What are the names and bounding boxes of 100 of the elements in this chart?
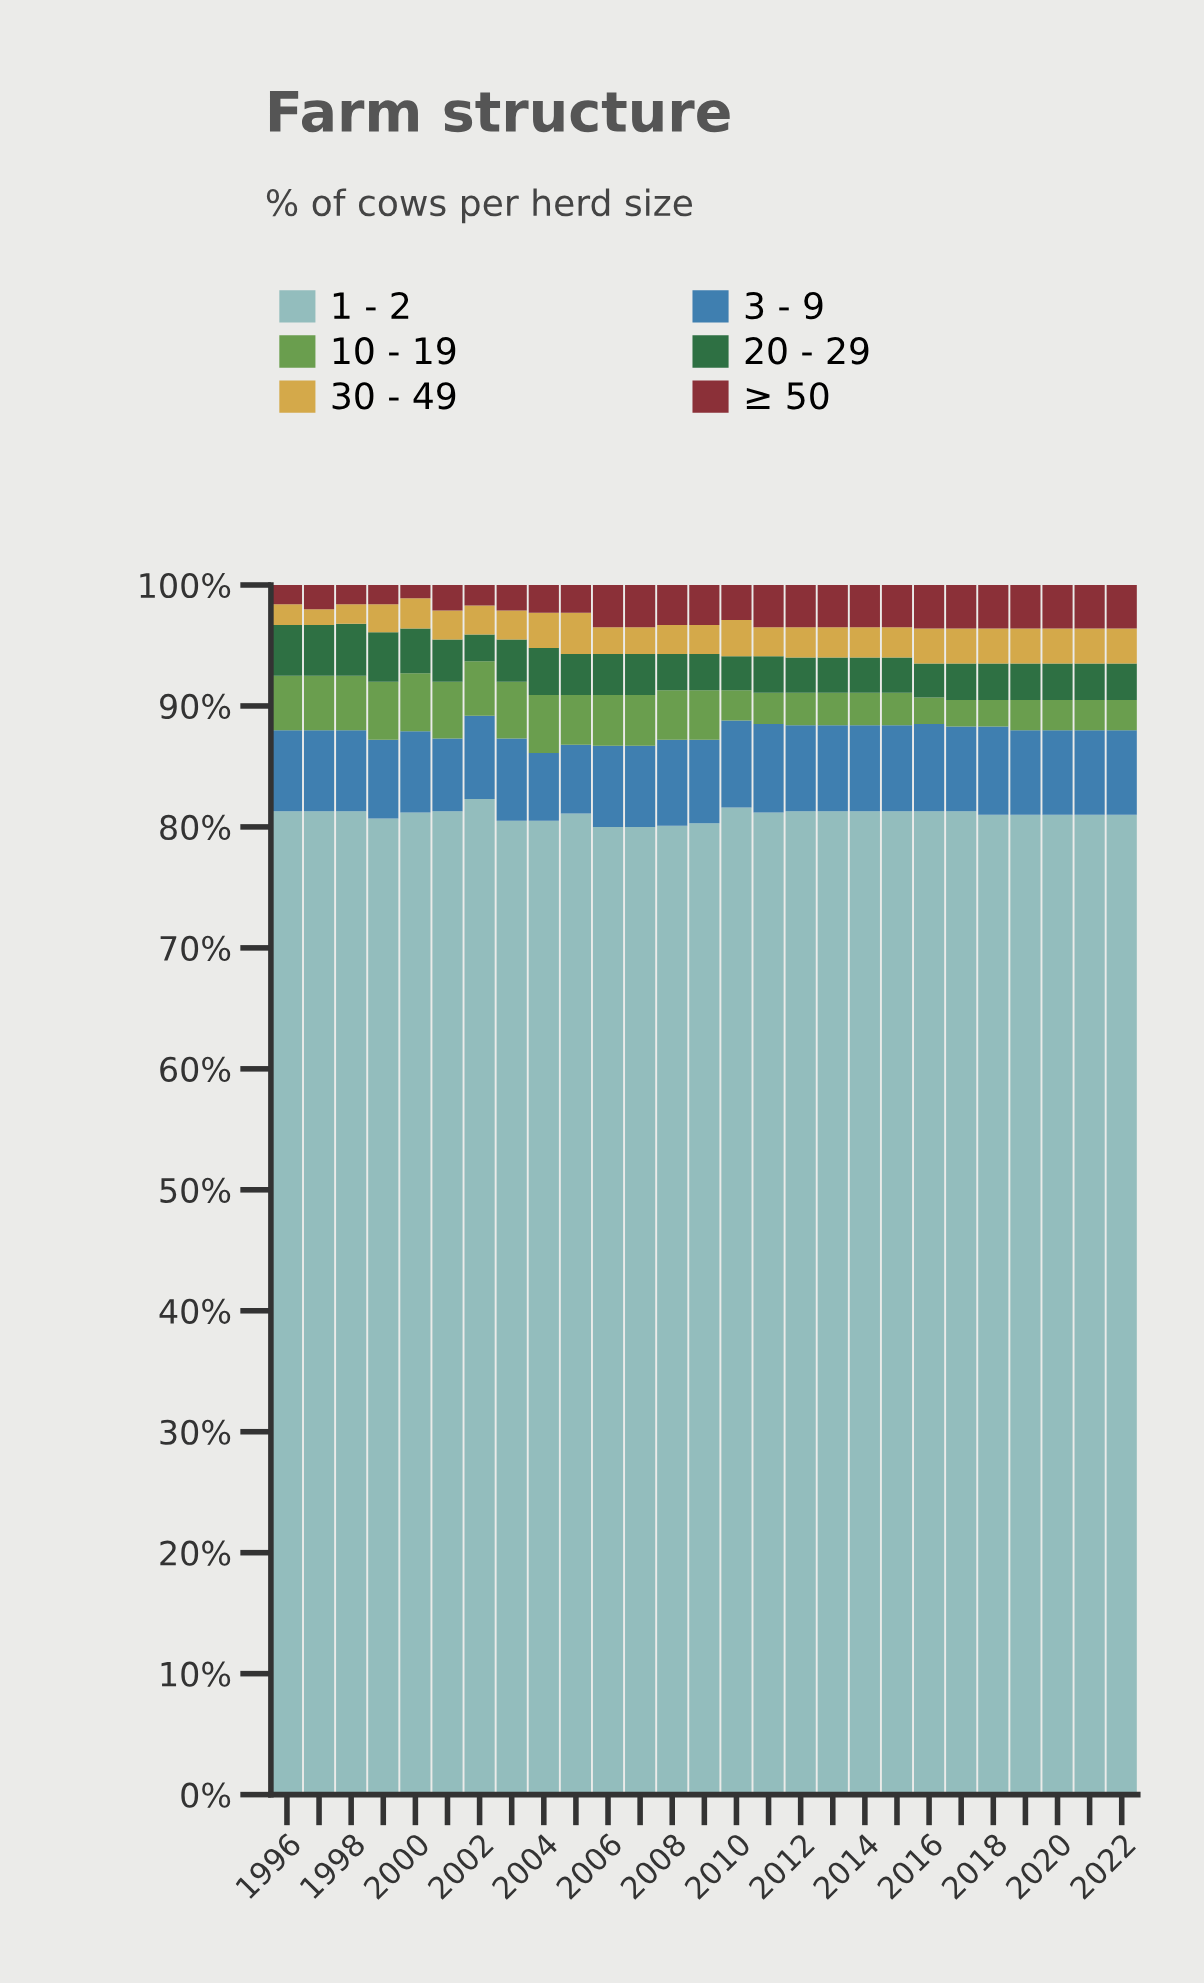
bar: [849, 584, 880, 628]
bar: [1042, 628, 1073, 664]
bar: [1042, 730, 1073, 815]
bar: [817, 692, 848, 726]
bar: [1074, 814, 1105, 1795]
bar: [1010, 663, 1041, 700]
bar: [560, 744, 591, 814]
bar: [978, 699, 1009, 727]
bar: [1106, 814, 1137, 1795]
bar: [785, 811, 816, 1795]
bar: [592, 627, 624, 654]
bar: [914, 663, 945, 698]
bar: [785, 692, 816, 726]
bar: [271, 730, 303, 812]
y-tick-label: 0%: [181, 1782, 231, 1808]
bar: [464, 715, 495, 800]
bar: [817, 657, 848, 693]
bar: [978, 584, 1009, 629]
chart-title: Farm structure: [269, 90, 730, 133]
bar: [785, 627, 816, 658]
bar: [592, 653, 624, 696]
bar: [560, 584, 591, 613]
bar: [368, 818, 399, 1795]
bar: [881, 725, 913, 812]
bar: [368, 604, 399, 633]
bar: [496, 681, 527, 739]
bar: [625, 653, 656, 696]
bar: [432, 811, 463, 1795]
bar: [978, 628, 1009, 664]
bar: [1042, 663, 1073, 700]
bar: [946, 811, 977, 1795]
bar: [336, 584, 367, 605]
bar: [1042, 584, 1073, 629]
y-tick-label: 50%: [160, 1177, 231, 1203]
bar: [303, 624, 335, 676]
bar: [400, 673, 431, 732]
bar: [368, 632, 399, 682]
bar: [271, 624, 303, 676]
y-tick-label: 80%: [160, 814, 231, 841]
bar: [400, 812, 431, 1795]
bar: [625, 584, 656, 628]
legend-label: 1 - 2: [333, 292, 409, 319]
y-tick-label: 90%: [160, 693, 231, 720]
bar: [400, 731, 431, 813]
bar: [336, 675, 367, 731]
bar: [914, 697, 945, 725]
bar: [657, 584, 688, 625]
bar: [368, 584, 399, 605]
bar: [657, 825, 688, 1795]
bar: [303, 584, 335, 610]
bar: [625, 745, 656, 827]
bar: [914, 811, 945, 1795]
y-tick-label: 40%: [159, 1298, 231, 1324]
legend-label: 20 - 29: [745, 337, 869, 365]
bar: [303, 811, 335, 1795]
bar: [657, 653, 688, 691]
bar: [689, 690, 720, 740]
bar: [336, 730, 367, 812]
bar: [528, 820, 559, 1795]
bar: [496, 738, 527, 821]
bar: [625, 695, 656, 746]
bar: [625, 826, 656, 1795]
bar: [303, 675, 335, 731]
bar: [496, 639, 527, 682]
bar: [1010, 628, 1041, 664]
legend-label: 3 - 9: [745, 292, 823, 320]
bar: [592, 584, 624, 628]
bar: [1074, 730, 1105, 815]
bar: [849, 692, 880, 726]
bar: [560, 695, 591, 745]
bar: [496, 610, 527, 640]
bar: [849, 725, 880, 812]
bar: [560, 612, 591, 654]
bar: [303, 609, 335, 625]
bar: [592, 745, 624, 827]
bar: [400, 584, 431, 599]
bar: [560, 813, 591, 1795]
legend-label: 10 - 19: [333, 337, 456, 365]
bar: [978, 663, 1009, 700]
bar: [464, 661, 495, 716]
bar: [849, 811, 880, 1795]
bar: [1074, 628, 1105, 664]
bar: [978, 814, 1009, 1795]
bar: [1106, 628, 1137, 664]
bar: [592, 695, 624, 746]
bar: [946, 628, 977, 664]
bar: [1074, 699, 1105, 731]
legend-label: 30 - 49: [332, 382, 456, 410]
bar: [817, 627, 848, 658]
bar: [1106, 699, 1137, 731]
bar: [400, 628, 431, 674]
bar: [881, 811, 913, 1795]
bar: [689, 823, 720, 1795]
bar: [432, 610, 463, 640]
bar: [946, 699, 977, 727]
bar: [689, 653, 720, 691]
bar: [464, 799, 495, 1795]
bar: [560, 653, 591, 696]
bar: [946, 726, 977, 812]
y-tick-label: 100%: [140, 572, 231, 599]
